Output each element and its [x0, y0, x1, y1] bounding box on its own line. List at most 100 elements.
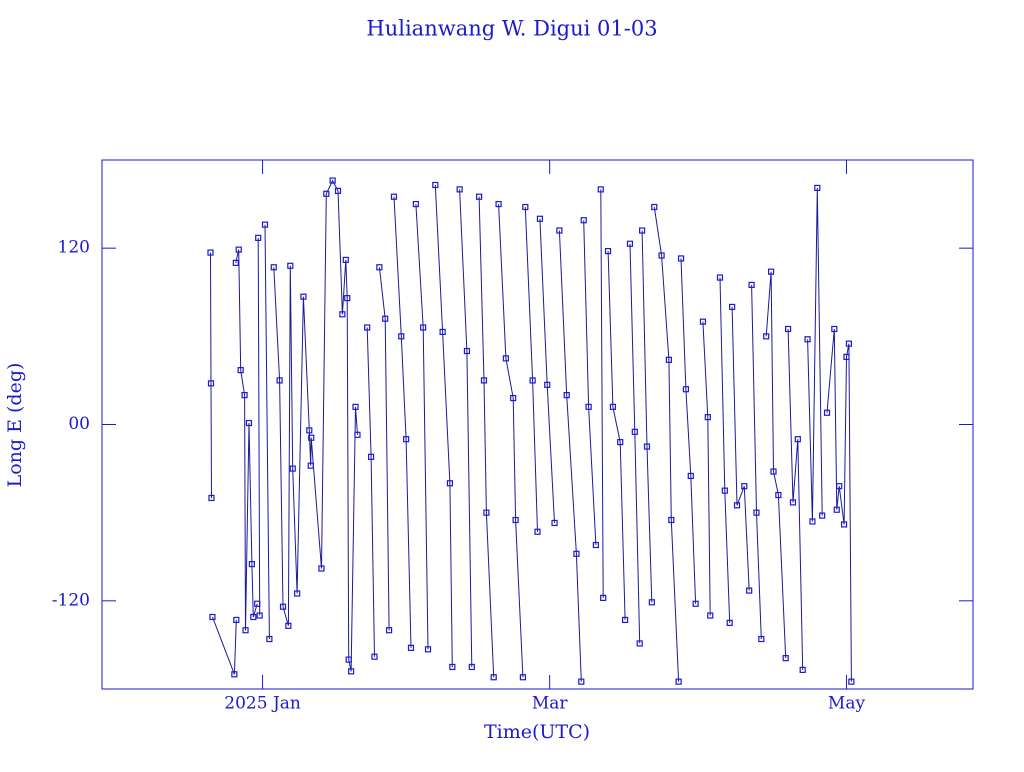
- data-point: [270, 264, 277, 271]
- data-point: [208, 494, 215, 502]
- data-point: [626, 240, 634, 247]
- data-point: [840, 521, 848, 528]
- data-point: [376, 264, 383, 271]
- data-point: [463, 347, 471, 355]
- data-point: [794, 436, 801, 443]
- data-point: [716, 274, 724, 281]
- data-point: [585, 403, 592, 410]
- data-point: [367, 453, 375, 460]
- data-point: [668, 516, 675, 524]
- data-point: [563, 392, 570, 399]
- data-point: [699, 318, 707, 325]
- data-point: [845, 340, 853, 347]
- data-point: [609, 403, 617, 410]
- data-point: [300, 293, 307, 300]
- data-point: [382, 315, 389, 322]
- data-point: [551, 519, 558, 527]
- data-point: [412, 200, 419, 208]
- x-tick-label: 2025 Jan: [224, 694, 301, 714]
- data-point: [704, 414, 711, 421]
- data-point: [770, 468, 777, 475]
- data-point: [848, 678, 855, 685]
- data-point: [692, 600, 699, 607]
- data-point: [480, 377, 488, 384]
- data-point: [512, 516, 519, 524]
- data-point: [345, 656, 352, 663]
- x-axis-label: Time(UTC): [484, 721, 590, 743]
- data-point: [231, 671, 238, 678]
- data-point: [468, 663, 475, 671]
- data-point: [631, 428, 638, 435]
- data-point: [784, 325, 792, 333]
- data-point: [342, 256, 349, 264]
- data-point: [814, 184, 821, 192]
- plot-frame: [101, 159, 974, 690]
- data-point: [449, 663, 456, 671]
- data-point: [675, 678, 682, 685]
- data-point: [748, 281, 755, 289]
- y-tick-label: 00: [68, 414, 90, 434]
- data-point: [665, 356, 672, 363]
- data-point: [483, 509, 490, 516]
- data-point: [789, 499, 797, 506]
- data-point: [344, 295, 351, 302]
- data-point: [600, 594, 607, 601]
- data-point: [364, 324, 371, 331]
- data-point: [348, 668, 355, 675]
- data-point: [843, 353, 850, 361]
- data-point: [329, 177, 336, 184]
- data-point: [207, 380, 215, 387]
- data-point: [721, 487, 728, 494]
- data-point: [403, 436, 410, 443]
- data-point: [753, 509, 760, 516]
- data-point: [677, 255, 685, 262]
- data-point: [308, 434, 315, 441]
- data-point: [334, 187, 342, 194]
- data-point: [767, 268, 775, 275]
- data-point: [495, 200, 502, 208]
- data-point: [617, 439, 624, 446]
- data-point: [519, 674, 527, 681]
- data-point: [209, 613, 216, 621]
- data-point: [682, 386, 690, 393]
- data-point: [799, 666, 806, 673]
- data-point: [254, 600, 261, 607]
- data-point: [763, 333, 770, 340]
- data-point: [432, 181, 439, 189]
- data-point: [639, 227, 646, 234]
- data-point: [235, 246, 242, 253]
- data-point: [836, 483, 843, 490]
- data-point: [804, 336, 811, 343]
- data-point: [510, 394, 517, 402]
- data-point: [534, 528, 541, 535]
- data-point: [266, 635, 273, 643]
- data-point: [456, 186, 463, 193]
- data-point: [276, 377, 283, 384]
- data-point: [746, 587, 753, 594]
- data-point: [621, 616, 629, 624]
- data-point: [809, 518, 816, 525]
- y-axis-label: Long E (deg): [4, 363, 26, 488]
- data-point: [250, 613, 257, 621]
- data-point: [289, 465, 296, 472]
- data-point: [490, 674, 497, 681]
- data-point: [398, 333, 405, 340]
- data-point: [279, 603, 287, 610]
- data-point: [733, 502, 741, 509]
- data-point: [261, 221, 269, 228]
- data-point: [294, 590, 301, 597]
- data-point: [651, 203, 658, 211]
- data-point: [245, 419, 253, 427]
- data-point: [707, 612, 714, 619]
- data-point: [580, 217, 587, 224]
- data-point: [446, 480, 454, 487]
- data-point: [578, 678, 585, 685]
- data-point: [729, 303, 736, 311]
- data-point: [256, 612, 263, 619]
- data-point: [248, 560, 255, 568]
- y-tick-label: -120: [52, 590, 90, 610]
- data-point: [242, 627, 249, 634]
- data-point: [424, 646, 432, 653]
